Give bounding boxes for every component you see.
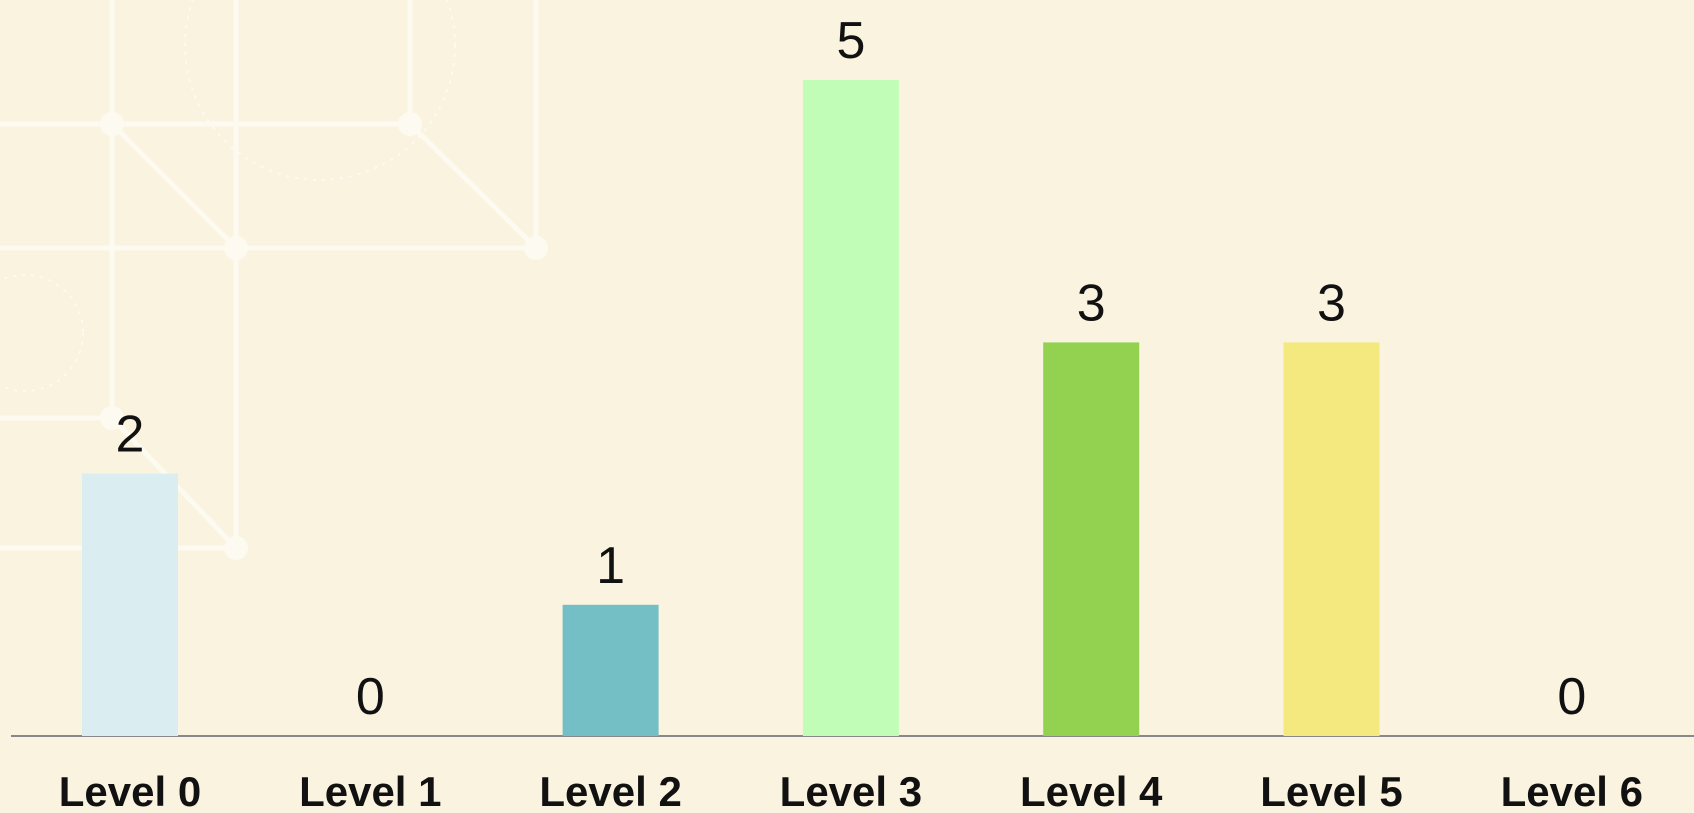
value-label: 3 bbox=[1317, 274, 1346, 332]
bar bbox=[1283, 342, 1380, 736]
value-label: 2 bbox=[116, 406, 145, 464]
value-label: 0 bbox=[356, 668, 385, 726]
x-tick-label: Level 4 bbox=[1020, 768, 1163, 813]
x-tick-label: Level 5 bbox=[1260, 768, 1402, 813]
value-label: 5 bbox=[836, 12, 865, 70]
value-label: 1 bbox=[596, 537, 625, 595]
bar bbox=[562, 604, 659, 736]
x-tick-label: Level 6 bbox=[1501, 768, 1643, 813]
bar bbox=[1043, 342, 1140, 736]
bar bbox=[802, 80, 899, 736]
value-label: 0 bbox=[1557, 668, 1586, 726]
bar bbox=[82, 473, 178, 736]
x-tick-label: Level 2 bbox=[539, 768, 681, 813]
x-tick-label: Level 0 bbox=[59, 768, 201, 813]
x-tick-label: Level 1 bbox=[299, 768, 441, 813]
x-tick-label: Level 3 bbox=[780, 768, 922, 813]
decoration-dots bbox=[100, 112, 548, 560]
value-label: 3 bbox=[1077, 274, 1106, 332]
